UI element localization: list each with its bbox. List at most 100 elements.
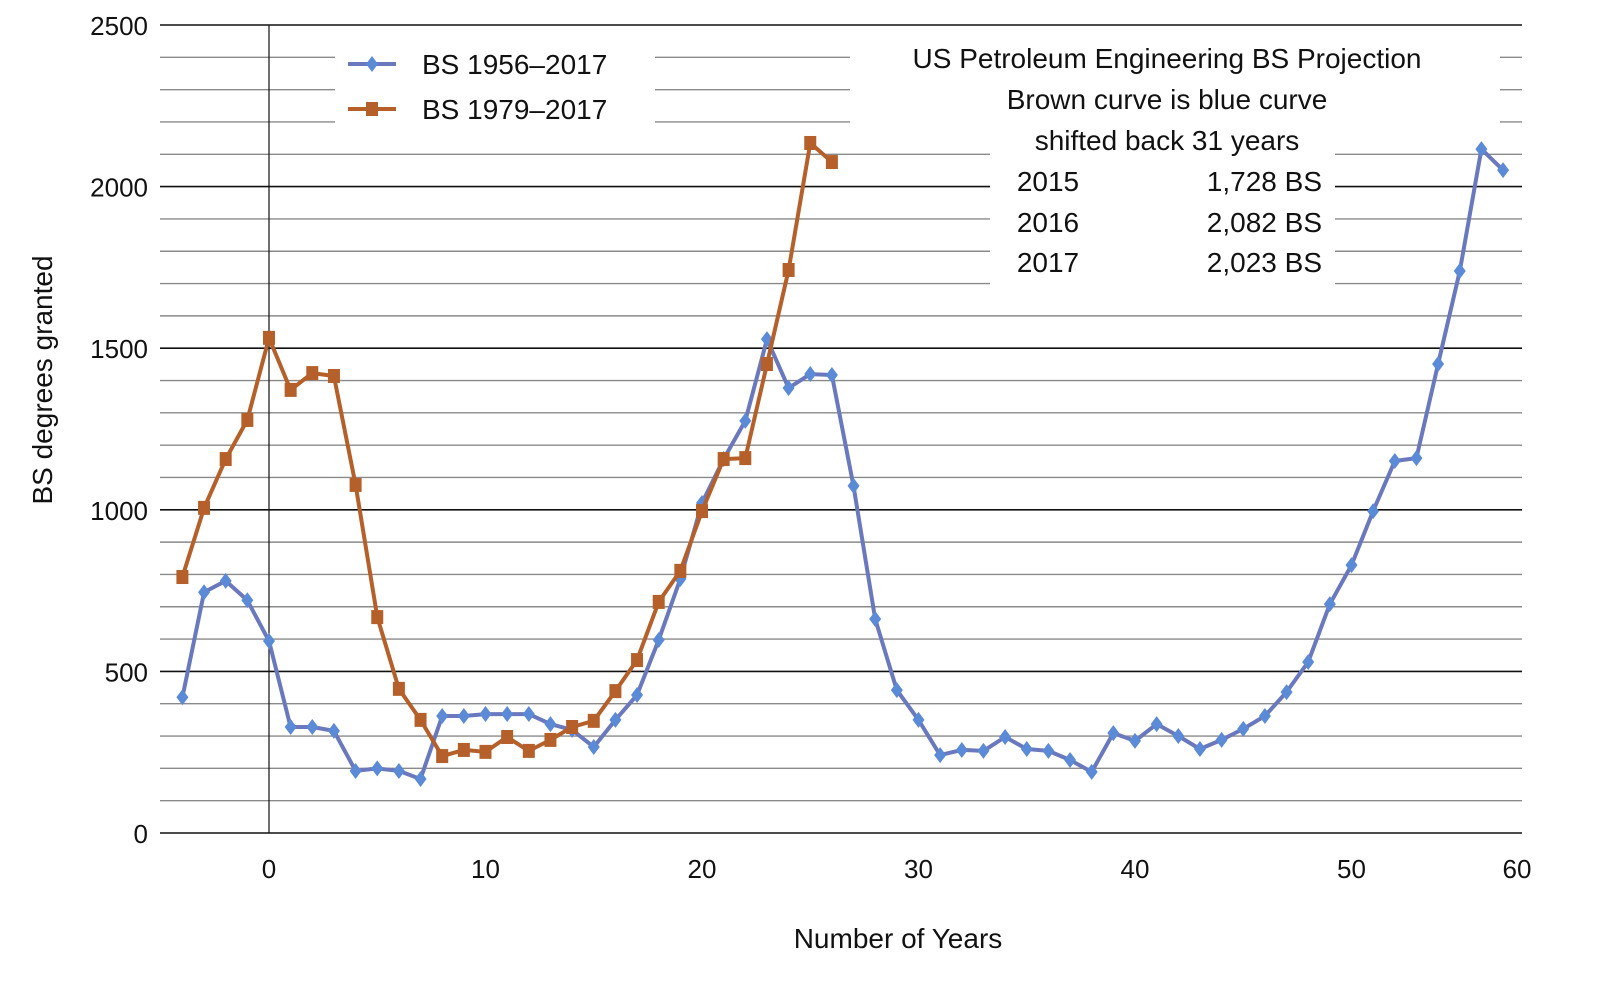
- data-point: [825, 155, 838, 170]
- series-line: [180, 141, 834, 759]
- data-point: [1302, 654, 1315, 671]
- data-point: [1280, 684, 1293, 701]
- data-point: [501, 706, 514, 723]
- data-point: [327, 368, 340, 383]
- data-point: [609, 711, 622, 728]
- data-point: [1323, 596, 1336, 613]
- data-point: [1367, 503, 1380, 520]
- y-tick-label: 2000: [90, 173, 148, 203]
- data-point: [782, 379, 795, 396]
- data-point: [1129, 732, 1141, 749]
- data-point: [306, 718, 319, 735]
- data-point: [1172, 728, 1185, 745]
- x-tick-label: 20: [688, 854, 717, 884]
- data-point: [739, 451, 752, 466]
- y-tick-label: 0: [134, 819, 148, 849]
- data-point: [522, 743, 535, 758]
- data-point: [1237, 720, 1250, 737]
- data-point: [999, 729, 1012, 746]
- y-tick-label: 500: [105, 657, 148, 687]
- data-point: [1432, 356, 1445, 373]
- data-point: [631, 686, 644, 703]
- data-point: [1085, 763, 1098, 780]
- annotation-year: 2015: [1017, 166, 1079, 197]
- legend-marker: [366, 102, 378, 116]
- data-point: [674, 563, 687, 578]
- x-tick-label: 50: [1337, 854, 1366, 884]
- y-tick-label: 1000: [90, 496, 148, 526]
- data-point: [652, 594, 665, 609]
- data-point: [176, 570, 189, 585]
- data-point: [436, 708, 449, 725]
- annotation-year: 2017: [1017, 247, 1079, 278]
- annotation-line: US Petroleum Engineering BS Projection: [913, 43, 1422, 74]
- data-point: [739, 412, 752, 429]
- data-point: [349, 762, 362, 779]
- data-point: [263, 330, 275, 345]
- data-point: [847, 477, 860, 494]
- data-point: [176, 689, 189, 706]
- data-point: [652, 632, 665, 649]
- x-tick-label: 0: [262, 854, 276, 884]
- data-point: [955, 741, 968, 758]
- data-point: [501, 730, 514, 745]
- data-point: [457, 742, 470, 757]
- data-point: [1215, 731, 1228, 748]
- data-point: [696, 504, 708, 519]
- data-point: [566, 719, 579, 734]
- data-point: [241, 412, 254, 427]
- y-tick-label: 1500: [90, 334, 148, 364]
- legend: BS 1956–2017 BS 1979–2017: [335, 38, 655, 130]
- series-2: [176, 135, 838, 764]
- data-point: [479, 706, 492, 723]
- legend-item: BS 1979–2017: [348, 94, 607, 125]
- data-point: [977, 742, 990, 759]
- data-point: [587, 739, 600, 756]
- annotation-value: 2,082 BS: [1207, 207, 1322, 238]
- data-point: [544, 716, 557, 733]
- data-point: [890, 682, 903, 699]
- data-point: [392, 681, 405, 696]
- x-axis-label: Number of Years: [794, 923, 1003, 954]
- y-tick-label: 2500: [90, 11, 148, 41]
- data-point: [522, 706, 535, 723]
- data-point: [1388, 452, 1401, 469]
- data-point: [1258, 708, 1271, 725]
- x-tick-label: 10: [471, 854, 500, 884]
- data-point: [825, 367, 838, 384]
- data-point: [198, 584, 211, 601]
- data-point: [1020, 740, 1033, 757]
- data-point: [219, 572, 232, 589]
- x-tick-label: 40: [1121, 854, 1150, 884]
- data-point: [1410, 450, 1423, 467]
- annotation-value: 1,728 BS: [1207, 166, 1322, 197]
- data-point: [219, 452, 232, 467]
- annotation-background: [850, 38, 1500, 285]
- data-point: [934, 747, 947, 764]
- data-point: [804, 135, 817, 150]
- data-point: [717, 452, 730, 467]
- data-point: [1475, 141, 1488, 158]
- data-point: [544, 732, 557, 747]
- data-point: [392, 762, 405, 779]
- data-point: [609, 684, 622, 699]
- data-point: [241, 592, 254, 609]
- data-point: [198, 500, 211, 515]
- series-group: [176, 135, 1510, 788]
- data-point: [1064, 751, 1077, 768]
- data-point: [1042, 742, 1055, 759]
- annotation: US Petroleum Engineering BS Projection B…: [850, 38, 1500, 285]
- data-point: [760, 357, 773, 372]
- x-tick-label: 60: [1503, 854, 1532, 884]
- data-point: [869, 611, 882, 628]
- x-tick-labels: 0 10 20 30 40 50 60: [262, 854, 1532, 884]
- data-point: [782, 262, 795, 277]
- data-point: [414, 712, 427, 727]
- data-point: [1193, 740, 1206, 757]
- data-point: [436, 749, 449, 764]
- data-point: [284, 382, 297, 397]
- data-point: [457, 708, 470, 725]
- data-point: [804, 366, 817, 383]
- data-point: [912, 711, 925, 728]
- data-point: [306, 366, 319, 381]
